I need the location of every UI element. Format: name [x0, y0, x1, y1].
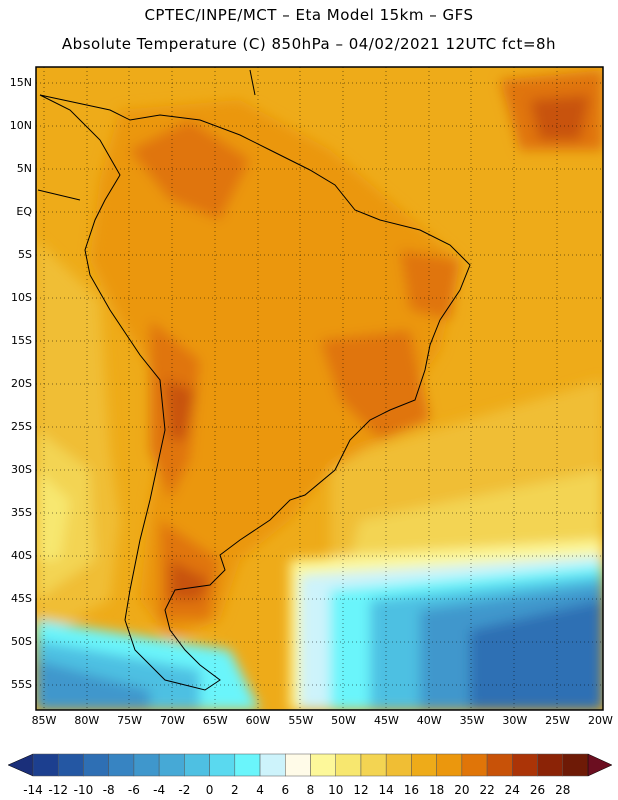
colorbar-over-arrow — [587, 753, 613, 777]
colorbar-label: 14 — [378, 783, 394, 797]
colorbar-label: 6 — [281, 783, 290, 797]
colorbar-label: -6 — [127, 783, 140, 797]
lat-label: 50S — [11, 635, 32, 648]
lat-label: 20S — [11, 377, 32, 390]
colorbar-swatch — [310, 753, 336, 777]
colorbar-swatch — [234, 753, 261, 777]
colorbar-label: -8 — [102, 783, 115, 797]
lon-label: 75W — [117, 714, 143, 727]
colorbar-label: 4 — [256, 783, 264, 797]
map-frame — [35, 66, 604, 711]
lat-label: 30S — [11, 463, 32, 476]
lon-label: 35W — [459, 714, 485, 727]
colorbar-swatch — [285, 753, 311, 777]
colorbar-swatch — [32, 753, 59, 777]
colorbar-label: 0 — [205, 783, 214, 797]
lon-label: 50W — [331, 714, 357, 727]
colorbar-swatch — [385, 753, 412, 777]
lon-label: 80W — [74, 714, 100, 727]
colorbar-label: 18 — [428, 783, 445, 797]
lat-label: 10N — [9, 119, 32, 132]
lon-label: 30W — [502, 714, 528, 727]
lat-label: 45S — [11, 592, 32, 605]
colorbar-swatch — [436, 753, 463, 777]
colorbar-swatch — [133, 753, 160, 777]
colorbar-swatch — [360, 753, 387, 777]
colorbar-swatch — [57, 753, 84, 777]
lat-label: 55S — [11, 678, 32, 691]
lat-label: 15S — [11, 334, 32, 347]
graticule — [36, 67, 603, 710]
colorbar-label: 24 — [504, 783, 520, 797]
lon-label: 55W — [288, 714, 314, 727]
colorbar-swatch — [259, 753, 286, 777]
lon-label: 85W — [31, 714, 57, 727]
colorbar-label: -10 — [73, 783, 94, 797]
map-title-line1: CPTEC/INPE/MCT – Eta Model 15km – GFS — [144, 6, 474, 24]
colorbar-label: 22 — [479, 783, 495, 797]
colorbar-label: -4 — [153, 783, 166, 797]
colorbar-label: -14 — [23, 783, 43, 797]
map-title-line2: Absolute Temperature (C) 850hPa – 04/02/… — [61, 35, 557, 53]
colorbar-label: -2 — [178, 783, 191, 797]
colorbar-swatch — [562, 753, 589, 777]
colorbar-swatch — [537, 753, 564, 777]
colorbar-under-arrow — [7, 753, 34, 777]
lat-label: 40S — [11, 549, 32, 562]
lon-label: 20W — [587, 714, 613, 727]
colorbar-label: 26 — [529, 783, 546, 797]
lat-label: 5N — [16, 162, 32, 175]
lat-label: 25S — [11, 420, 32, 433]
colorbar-swatch — [512, 753, 538, 777]
lon-label: 70W — [159, 714, 185, 727]
colorbar-label: 10 — [328, 783, 344, 797]
lon-label: 60W — [245, 714, 271, 727]
lon-label: 45W — [373, 714, 399, 727]
lat-label: EQ — [16, 205, 32, 218]
lon-label: 25W — [545, 714, 571, 727]
colorbar-swatch — [83, 753, 109, 777]
lat-label: 15N — [9, 76, 32, 89]
colorbar-label: 12 — [353, 783, 369, 797]
coastline — [37, 69, 471, 691]
colorbar — [7, 753, 613, 777]
colorbar-swatch — [184, 753, 210, 777]
lon-label: 65W — [202, 714, 228, 727]
colorbar-swatch — [411, 753, 437, 777]
colorbar-swatch — [108, 753, 135, 777]
colorbar-label: 28 — [555, 783, 571, 797]
lon-label: 40W — [416, 714, 442, 727]
lat-label: 35S — [11, 506, 32, 519]
colorbar-swatch — [486, 753, 513, 777]
lat-label: 10S — [11, 291, 32, 304]
colorbar-label: 2 — [230, 783, 239, 797]
lat-label: 5S — [18, 248, 32, 261]
colorbar-label: 8 — [306, 783, 315, 797]
temperature-field — [36, 67, 603, 710]
colorbar-swatch — [158, 753, 185, 777]
colorbar-swatch — [461, 753, 488, 777]
colorbar-label: 20 — [454, 783, 470, 797]
colorbar-label: -12 — [48, 783, 69, 797]
colorbar-label: 16 — [403, 783, 420, 797]
colorbar-swatch — [335, 753, 362, 777]
colorbar-swatch — [209, 753, 236, 777]
